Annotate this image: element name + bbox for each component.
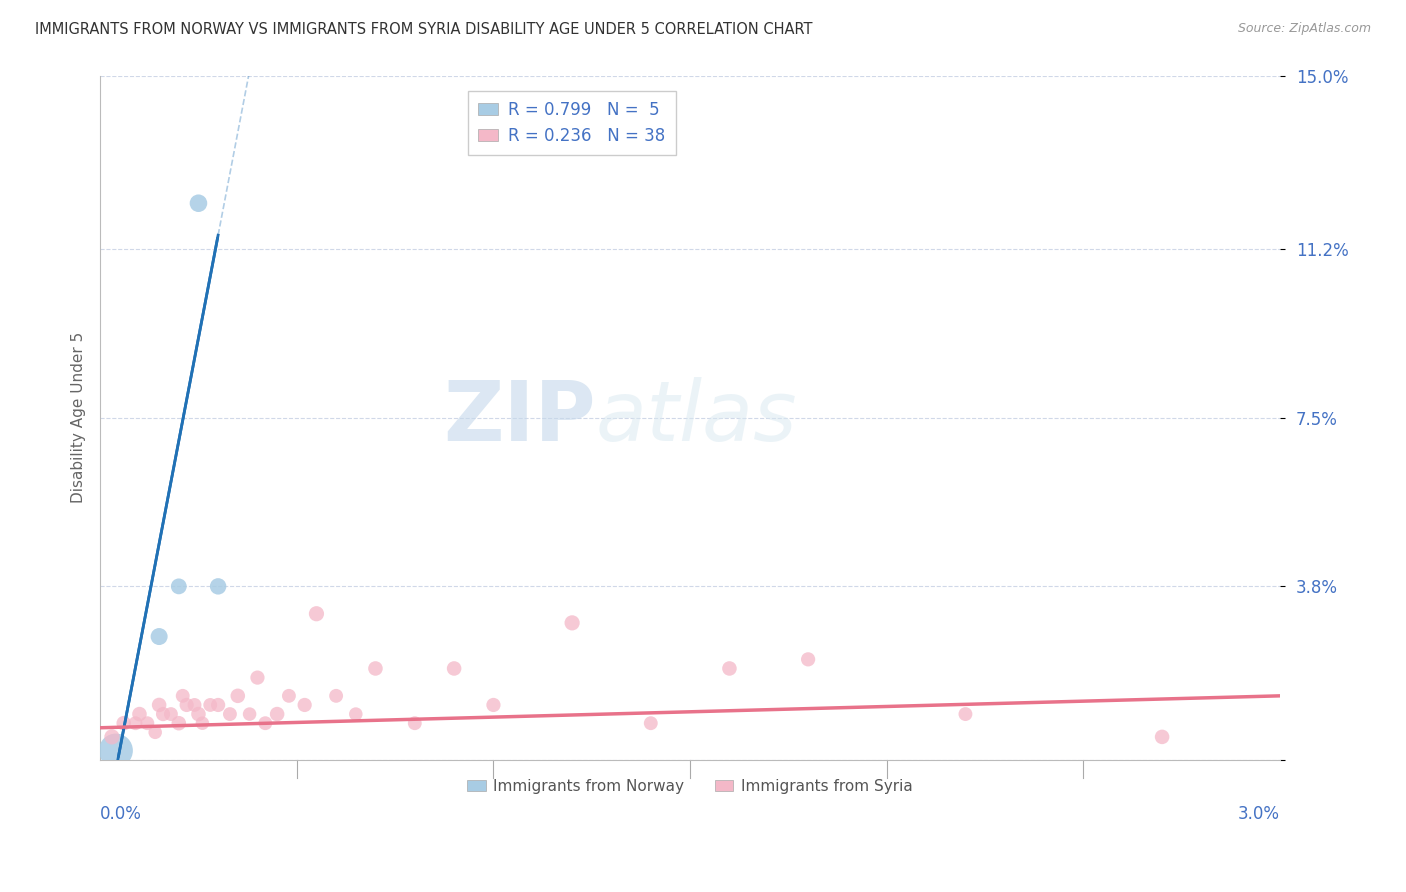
- Point: [1152, 730, 1174, 744]
- Point: [294, 698, 316, 712]
- Point: [152, 707, 174, 722]
- Point: [226, 689, 249, 703]
- Point: [325, 689, 347, 703]
- Point: [128, 707, 150, 722]
- Point: [266, 707, 288, 722]
- Point: [254, 716, 277, 731]
- Point: [191, 716, 214, 731]
- Point: [955, 707, 977, 722]
- Point: [207, 698, 229, 712]
- Point: [797, 652, 820, 666]
- Point: [640, 716, 662, 731]
- Point: [172, 689, 194, 703]
- Point: [364, 661, 387, 675]
- Point: [176, 698, 198, 712]
- Point: [148, 630, 170, 644]
- Point: [143, 725, 166, 739]
- Point: [160, 707, 183, 722]
- Point: [187, 196, 209, 211]
- Point: [404, 716, 426, 731]
- Point: [124, 716, 146, 731]
- Point: [136, 716, 159, 731]
- Point: [187, 707, 209, 722]
- Point: [183, 698, 205, 712]
- Point: [239, 707, 262, 722]
- Text: 3.0%: 3.0%: [1239, 805, 1279, 823]
- Point: [718, 661, 741, 675]
- Legend: Immigrants from Norway, Immigrants from Syria: Immigrants from Norway, Immigrants from …: [461, 772, 920, 800]
- Point: [148, 698, 170, 712]
- Point: [482, 698, 505, 712]
- Text: 0.0%: 0.0%: [100, 805, 142, 823]
- Y-axis label: Disability Age Under 5: Disability Age Under 5: [72, 332, 86, 503]
- Point: [112, 716, 135, 731]
- Point: [305, 607, 328, 621]
- Text: ZIP: ZIP: [443, 377, 596, 458]
- Point: [167, 579, 190, 593]
- Point: [104, 743, 127, 757]
- Point: [219, 707, 242, 722]
- Text: atlas: atlas: [596, 377, 797, 458]
- Point: [101, 730, 124, 744]
- Point: [246, 671, 269, 685]
- Point: [344, 707, 367, 722]
- Text: IMMIGRANTS FROM NORWAY VS IMMIGRANTS FROM SYRIA DISABILITY AGE UNDER 5 CORRELATI: IMMIGRANTS FROM NORWAY VS IMMIGRANTS FRO…: [35, 22, 813, 37]
- Point: [561, 615, 583, 630]
- Text: Source: ZipAtlas.com: Source: ZipAtlas.com: [1237, 22, 1371, 36]
- Point: [443, 661, 465, 675]
- Point: [200, 698, 222, 712]
- Point: [207, 579, 229, 593]
- Point: [277, 689, 299, 703]
- Point: [167, 716, 190, 731]
